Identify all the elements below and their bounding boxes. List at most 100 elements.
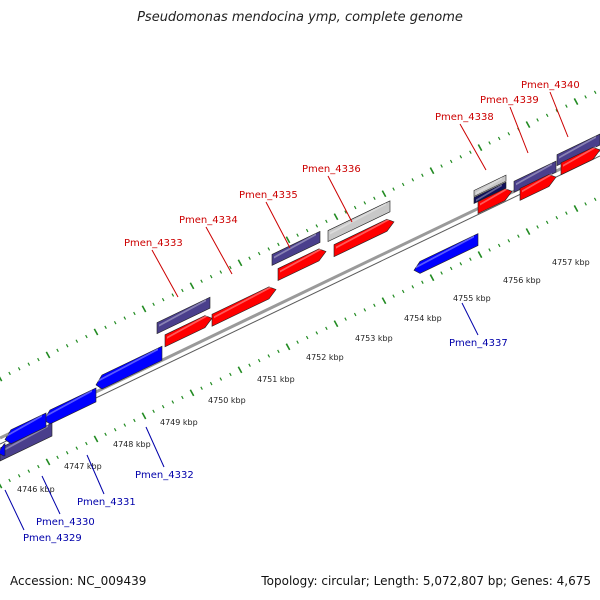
inner-ring-tick xyxy=(525,228,531,236)
outer-ring-tick xyxy=(584,95,587,99)
label-leader-line xyxy=(205,226,233,275)
gene-label-reverse[interactable]: Pmen_4337 xyxy=(449,338,508,349)
feature-purple-block-highlight xyxy=(516,163,552,186)
inner-ring-tick xyxy=(392,294,395,298)
gene-label-forward[interactable]: Pmen_4335 xyxy=(239,190,298,201)
feature-gray-block xyxy=(473,174,507,197)
inner-ring-tick xyxy=(469,257,472,261)
backbone-shadow xyxy=(0,155,600,445)
outer-ring-tick xyxy=(75,339,79,343)
outer-ring-tick xyxy=(267,247,271,251)
inner-ring-tick xyxy=(277,349,280,354)
inner-ring-tick xyxy=(75,446,79,450)
forward-gene-arrow xyxy=(211,286,277,327)
inner-ring-tick xyxy=(37,464,40,469)
outer-ring-tick xyxy=(593,90,597,94)
inner-ring-tick xyxy=(449,266,453,271)
forward-gene-arrow-highlight xyxy=(214,285,272,319)
outer-ring-tick xyxy=(440,164,443,168)
outer-ring-tick xyxy=(27,362,31,366)
scale-label: 4748 kbp xyxy=(113,440,151,449)
inner-ring-tick xyxy=(152,409,155,413)
gene-label-forward[interactable]: Pmen_4334 xyxy=(179,215,238,226)
outer-ring-tick xyxy=(429,167,435,175)
forward-gene-arrow-highlight xyxy=(480,187,508,206)
inner-ring-tick xyxy=(497,243,501,248)
scale-label: 4757 kbp xyxy=(552,258,590,267)
inner-ring-tick xyxy=(229,372,232,377)
outer-ring-tick xyxy=(104,325,107,330)
genome-summary: Topology: circular; Length: 5,072,807 bp… xyxy=(261,574,591,588)
inner-ring-tick xyxy=(209,381,213,386)
label-leader-line xyxy=(41,475,61,515)
gene-label-reverse[interactable]: Pmen_4331 xyxy=(77,497,136,508)
gene-label-reverse[interactable]: Pmen_4329 xyxy=(23,533,82,544)
inner-ring-tick xyxy=(27,469,31,473)
gene-label-forward[interactable]: Pmen_4339 xyxy=(480,95,539,106)
outer-ring-tick xyxy=(459,155,463,159)
inner-ring-tick xyxy=(267,354,271,358)
outer-ring-tick xyxy=(497,136,501,141)
label-leader-line xyxy=(151,249,179,298)
inner-ring-tick xyxy=(181,395,184,400)
outer-ring-tick xyxy=(536,118,539,122)
outer-ring-tick xyxy=(45,351,51,359)
gene-label-forward[interactable]: Pmen_4338 xyxy=(435,112,494,123)
scale-label: 4747 kbp xyxy=(64,462,102,471)
outer-ring-tick xyxy=(237,259,243,267)
outer-ring-tick xyxy=(152,302,155,306)
inner-ring-tick xyxy=(189,389,195,397)
outer-ring-tick xyxy=(65,344,69,348)
reverse-gene-arrow xyxy=(0,443,6,457)
outer-ring-tick xyxy=(171,293,175,297)
inner-ring-tick xyxy=(459,262,463,266)
inner-ring-tick xyxy=(65,451,69,455)
inner-ring-tick xyxy=(536,225,539,229)
scale-label: 4753 kbp xyxy=(355,334,393,343)
scale-label: 4754 kbp xyxy=(404,314,442,323)
gene-label-forward[interactable]: Pmen_4336 xyxy=(302,164,361,175)
outer-ring-tick xyxy=(469,150,472,154)
gene-label-forward[interactable]: Pmen_4333 xyxy=(124,238,183,249)
feature-purple-block xyxy=(513,160,557,193)
gene-label-reverse[interactable]: Pmen_4332 xyxy=(135,470,194,481)
forward-gene-arrow-highlight xyxy=(522,173,552,193)
feature-purple-block-highlight xyxy=(559,136,596,159)
reverse-gene-arrow-highlight xyxy=(7,414,42,437)
inner-tick-ring xyxy=(0,197,597,489)
outer-ring-tick xyxy=(525,121,531,129)
inner-ring-tick xyxy=(411,285,415,289)
outer-ring-tick xyxy=(285,236,291,244)
forward-gene-arrow-highlight xyxy=(336,217,390,249)
feature-track xyxy=(0,133,600,462)
reverse-gene-arrow-highlight xyxy=(46,389,92,417)
feature-gray-block-highlight xyxy=(476,177,502,195)
inner-ring-tick xyxy=(555,216,559,220)
gene-label-reverse[interactable]: Pmen_4330 xyxy=(36,517,95,528)
outer-ring-tick xyxy=(401,182,405,187)
outer-ring-tick xyxy=(305,228,309,233)
inner-ring-tick xyxy=(104,432,107,437)
accession-text: Accession: NC_009439 xyxy=(10,574,147,588)
inner-ring-tick xyxy=(219,377,223,381)
forward-gene-arrow-highlight xyxy=(280,247,322,273)
label-leader-line xyxy=(145,426,165,468)
forward-gene-arrow xyxy=(333,218,395,258)
feature-purple-block-highlight xyxy=(159,299,206,327)
outer-ring-tick xyxy=(8,371,11,376)
scale-label: 4751 kbp xyxy=(257,375,295,384)
inner-ring-tick xyxy=(363,308,367,312)
outer-ring-tick xyxy=(181,288,184,293)
gene-label-forward[interactable]: Pmen_4340 xyxy=(521,80,580,91)
inner-ring-tick xyxy=(373,303,376,307)
outer-ring-tick xyxy=(56,348,59,353)
reverse-gene-arrow-highlight xyxy=(416,235,474,269)
scale-label: 4749 kbp xyxy=(160,418,198,427)
inner-ring-tick xyxy=(171,400,175,404)
inner-ring-tick xyxy=(507,239,511,243)
inner-ring-tick xyxy=(141,412,147,420)
inner-ring-tick xyxy=(401,289,405,294)
outer-ring-tick xyxy=(373,196,376,200)
label-leader-line xyxy=(459,123,487,171)
inner-ring-tick xyxy=(85,441,88,446)
